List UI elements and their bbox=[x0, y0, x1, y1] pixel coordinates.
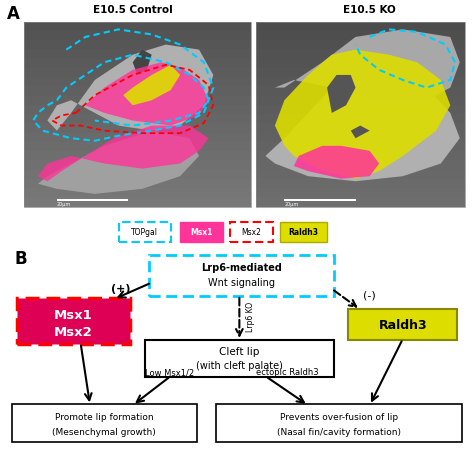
Bar bbox=[256, 87, 465, 97]
Polygon shape bbox=[38, 126, 209, 182]
Text: Raldh3: Raldh3 bbox=[379, 318, 427, 331]
FancyBboxPatch shape bbox=[180, 222, 223, 243]
Polygon shape bbox=[47, 46, 213, 131]
Bar bbox=[256, 97, 465, 106]
Bar bbox=[256, 78, 465, 87]
Text: 20μm: 20μm bbox=[57, 202, 71, 207]
Polygon shape bbox=[123, 66, 180, 106]
Bar bbox=[24, 161, 251, 170]
Text: (Nasal fin/cavity formation): (Nasal fin/cavity formation) bbox=[277, 427, 401, 436]
FancyBboxPatch shape bbox=[216, 404, 462, 442]
Text: (-): (-) bbox=[363, 290, 375, 299]
Text: Msx2: Msx2 bbox=[241, 228, 261, 237]
Text: Lrp6 KO: Lrp6 KO bbox=[246, 301, 255, 331]
Polygon shape bbox=[327, 76, 356, 114]
Bar bbox=[256, 32, 465, 41]
Bar bbox=[24, 143, 251, 152]
Bar bbox=[24, 23, 251, 207]
Bar bbox=[24, 115, 251, 124]
Bar bbox=[256, 106, 465, 115]
Bar bbox=[24, 97, 251, 106]
FancyBboxPatch shape bbox=[280, 222, 327, 243]
Text: Cleft lip: Cleft lip bbox=[219, 346, 260, 356]
Polygon shape bbox=[351, 126, 370, 139]
Text: B: B bbox=[14, 250, 27, 268]
Text: Raldh3: Raldh3 bbox=[288, 228, 319, 237]
Bar bbox=[24, 189, 251, 198]
Bar bbox=[256, 189, 465, 198]
Polygon shape bbox=[38, 131, 199, 194]
Bar bbox=[24, 41, 251, 51]
Text: Promote lip formation: Promote lip formation bbox=[55, 412, 154, 421]
Text: E10.5 KO: E10.5 KO bbox=[343, 5, 396, 15]
Bar bbox=[256, 152, 465, 161]
Bar bbox=[24, 69, 251, 78]
Bar bbox=[256, 133, 465, 143]
Bar bbox=[24, 78, 251, 87]
FancyBboxPatch shape bbox=[12, 404, 197, 442]
Bar bbox=[256, 69, 465, 78]
Polygon shape bbox=[294, 147, 379, 179]
Bar bbox=[256, 41, 465, 51]
Bar bbox=[256, 115, 465, 124]
Polygon shape bbox=[71, 63, 209, 126]
Bar bbox=[256, 23, 465, 32]
FancyBboxPatch shape bbox=[145, 340, 334, 377]
Polygon shape bbox=[265, 76, 460, 182]
Bar bbox=[256, 179, 465, 189]
Text: (+): (+) bbox=[111, 283, 131, 293]
Text: (Mesenchymal growth): (Mesenchymal growth) bbox=[53, 427, 156, 436]
Bar bbox=[24, 60, 251, 69]
FancyBboxPatch shape bbox=[17, 299, 130, 344]
Text: A: A bbox=[7, 5, 20, 23]
Text: Low Msx1/2: Low Msx1/2 bbox=[145, 368, 194, 377]
Bar bbox=[256, 170, 465, 179]
Text: TOPgal: TOPgal bbox=[131, 228, 158, 237]
Bar bbox=[24, 51, 251, 60]
Bar bbox=[256, 198, 465, 207]
Bar bbox=[24, 198, 251, 207]
Bar bbox=[256, 161, 465, 170]
Polygon shape bbox=[275, 51, 450, 179]
Text: Lrp6-mediated: Lrp6-mediated bbox=[201, 262, 282, 272]
Text: Prevents over-fusion of lip: Prevents over-fusion of lip bbox=[280, 412, 398, 421]
Bar bbox=[24, 87, 251, 97]
Bar bbox=[24, 179, 251, 189]
Bar bbox=[256, 23, 465, 207]
Text: Msx1: Msx1 bbox=[54, 308, 93, 322]
Bar bbox=[24, 23, 251, 32]
FancyBboxPatch shape bbox=[149, 255, 334, 296]
Bar bbox=[24, 170, 251, 179]
Text: Wnt signaling: Wnt signaling bbox=[208, 277, 275, 287]
Text: E10.5 Control: E10.5 Control bbox=[93, 5, 173, 15]
Text: ectopic Raldh3: ectopic Raldh3 bbox=[256, 368, 319, 377]
Text: Msx2: Msx2 bbox=[54, 325, 93, 338]
Bar bbox=[24, 152, 251, 161]
Text: 20μm: 20μm bbox=[284, 202, 299, 207]
Bar bbox=[24, 32, 251, 41]
Text: (with cleft palate): (with cleft palate) bbox=[196, 360, 283, 370]
Bar bbox=[256, 124, 465, 133]
Bar bbox=[24, 133, 251, 143]
Bar bbox=[57, 200, 128, 202]
Polygon shape bbox=[133, 51, 152, 76]
Bar bbox=[284, 200, 356, 202]
Polygon shape bbox=[275, 30, 460, 101]
FancyBboxPatch shape bbox=[118, 222, 171, 243]
Bar bbox=[24, 124, 251, 133]
FancyBboxPatch shape bbox=[348, 309, 457, 340]
Bar bbox=[256, 60, 465, 69]
Bar bbox=[256, 143, 465, 152]
Bar bbox=[24, 106, 251, 115]
Bar bbox=[256, 51, 465, 60]
Text: Msx1: Msx1 bbox=[190, 228, 213, 237]
FancyBboxPatch shape bbox=[230, 222, 273, 243]
